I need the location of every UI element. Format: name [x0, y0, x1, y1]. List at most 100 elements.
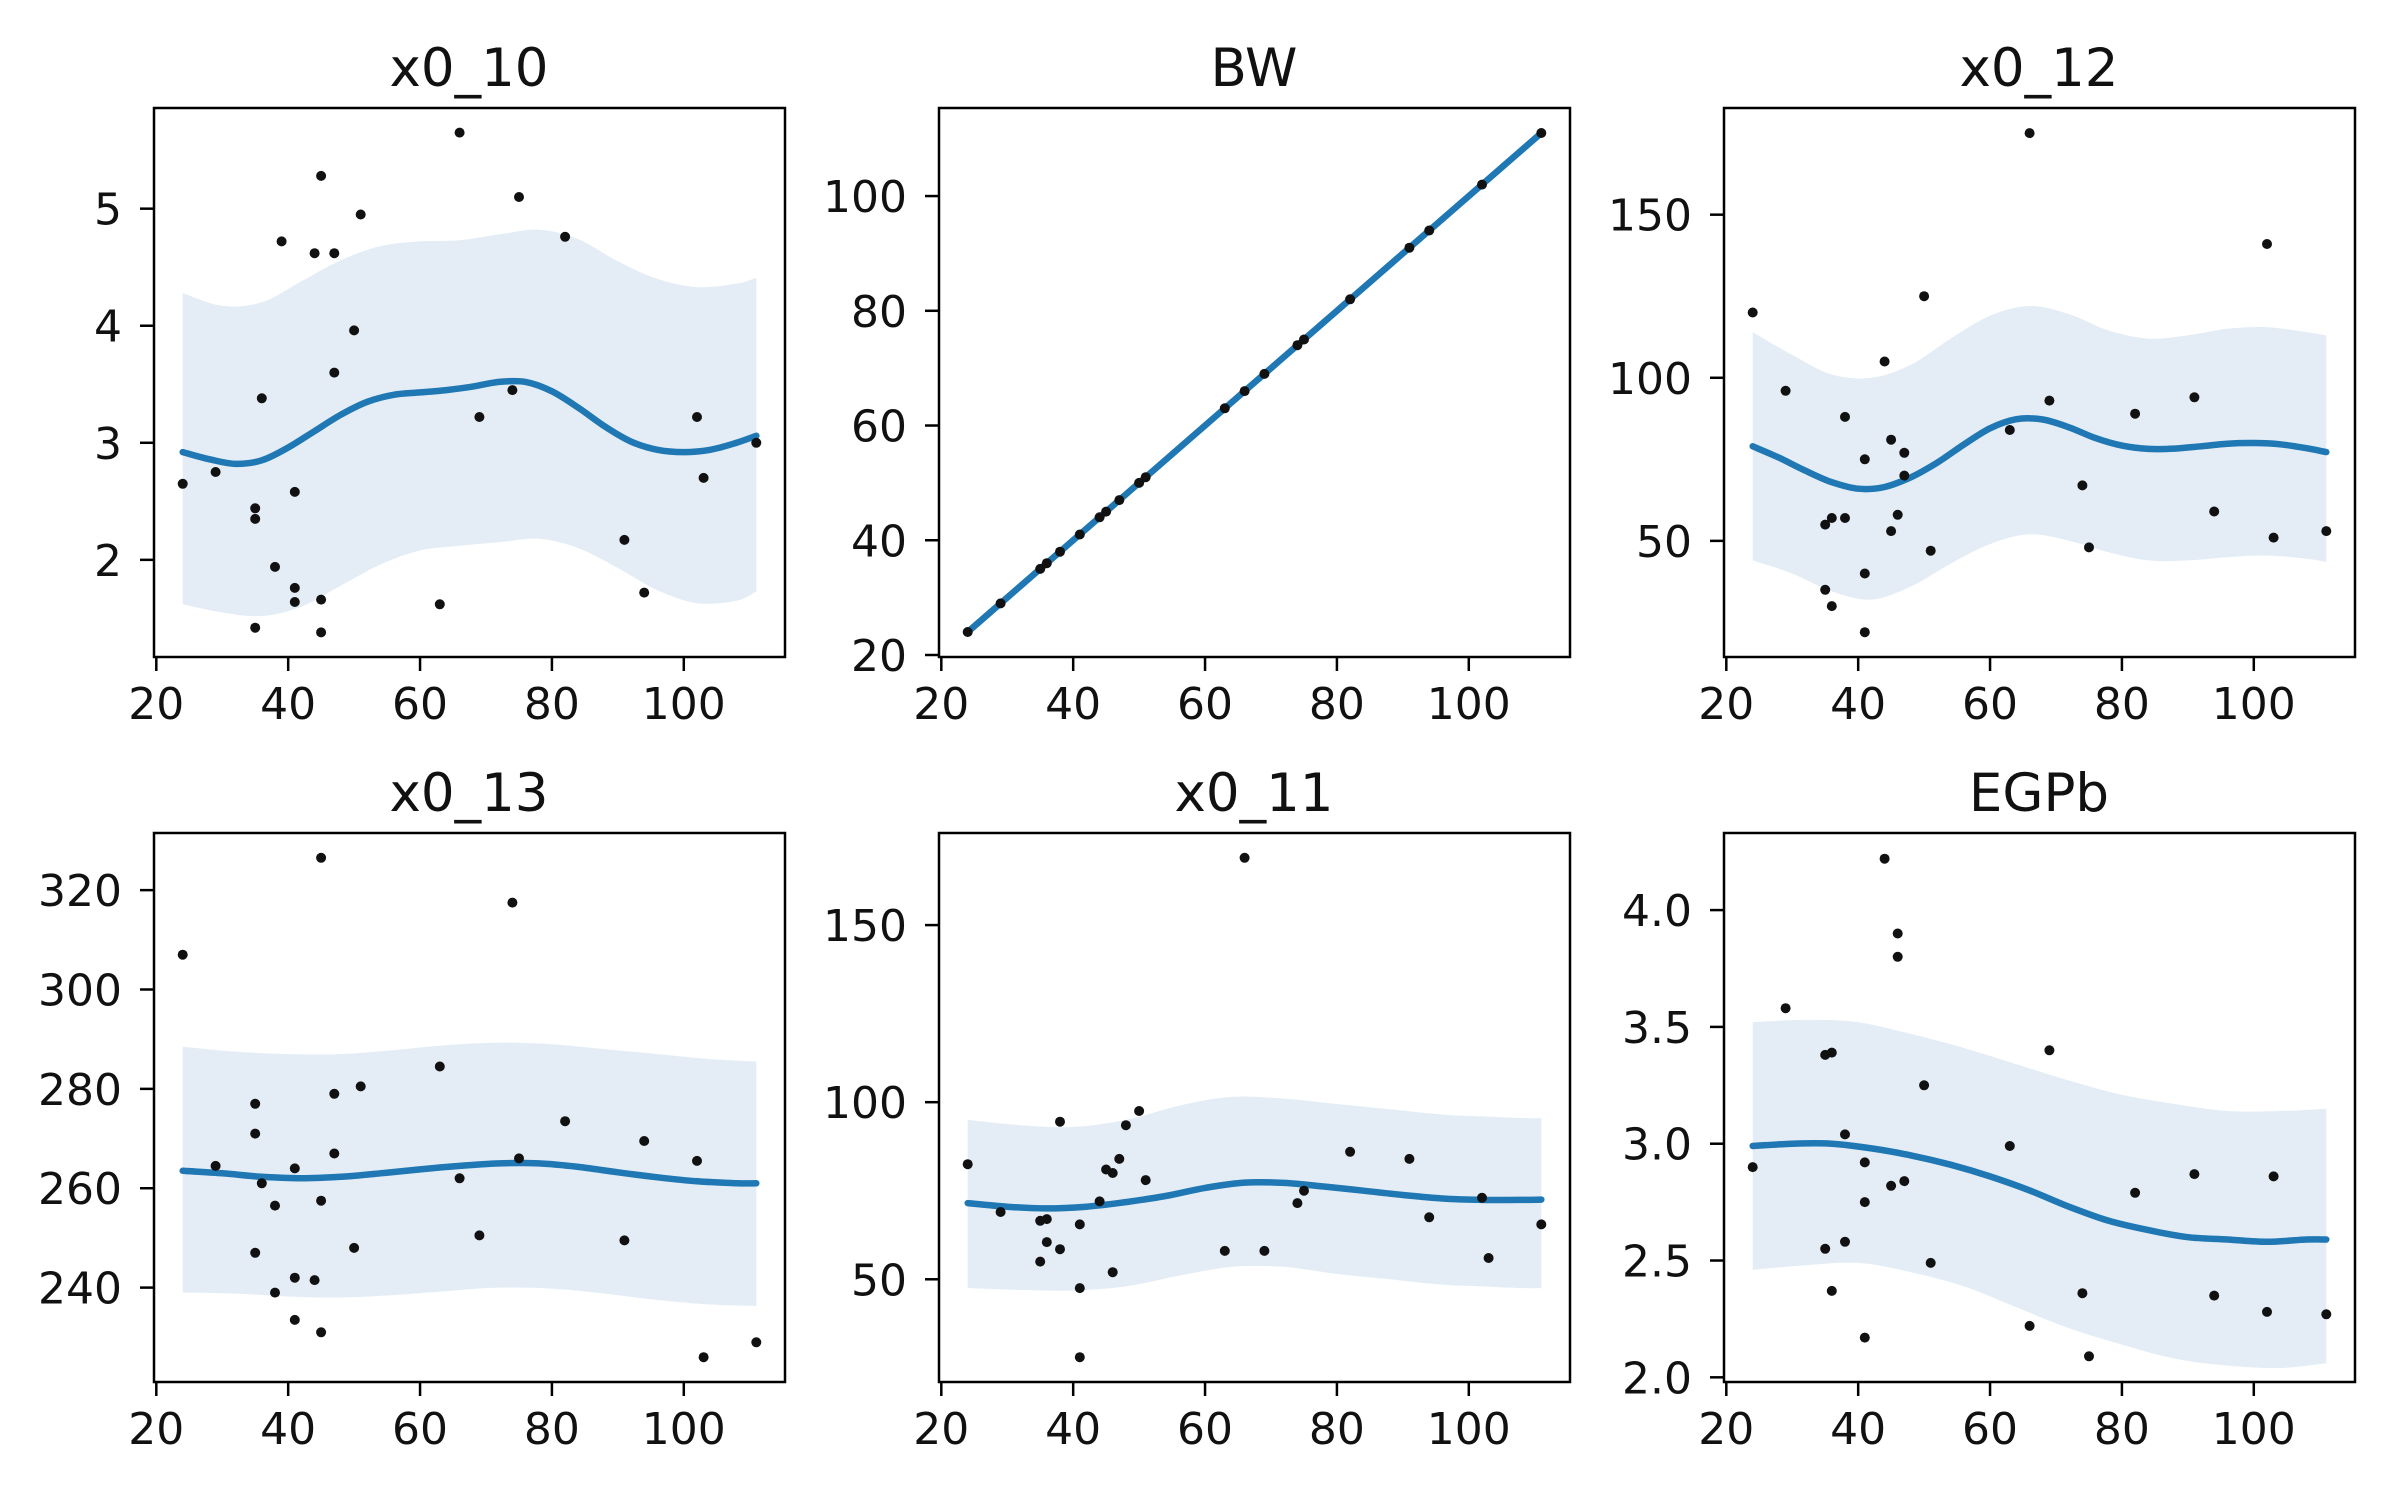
data-point [1101, 506, 1112, 517]
data-point [560, 231, 571, 242]
data-point [1239, 852, 1250, 863]
data-point [289, 1314, 300, 1325]
data-point [1041, 1214, 1052, 1225]
data-point [1292, 340, 1303, 351]
data-point [289, 486, 300, 497]
x-tick-label: 100 [1427, 679, 1511, 730]
plot-content-x0_10: 20 40 60 80 100 2 3 4 5 [94, 106, 787, 730]
data-point [962, 1159, 973, 1170]
plot-title-x0_13: x0_13 [389, 763, 548, 824]
data-point [1747, 1162, 1758, 1173]
data-point [1404, 1153, 1415, 1164]
data-point [309, 248, 320, 259]
data-point [1859, 1197, 1870, 1208]
data-point [289, 1163, 300, 1174]
data-point [1259, 368, 1270, 379]
data-point [1925, 545, 1936, 556]
data-point [1074, 1283, 1085, 1294]
y-tick-label: 5 [94, 185, 122, 236]
data-point [639, 1136, 650, 1146]
data-point [1840, 1129, 1850, 1140]
x-tick-label: 80 [2094, 1404, 2150, 1455]
data-point [1892, 951, 1903, 962]
data-point [1840, 513, 1850, 523]
data-point [1892, 928, 1903, 939]
data-point [995, 598, 1006, 609]
trend-line [1749, 1139, 2330, 1246]
x-tick-label: 60 [1962, 679, 2018, 730]
data-point [2189, 1169, 2200, 1180]
x-tick-label: 60 [392, 679, 448, 730]
data-point [2024, 128, 2035, 139]
x-tick-label: 80 [524, 679, 580, 730]
data-point [434, 599, 445, 610]
data-point [2189, 392, 2200, 403]
ci-band [182, 1042, 757, 1306]
data-point [250, 1247, 261, 1258]
y-tick-label: 100 [823, 1078, 907, 1129]
x-tick-label: 60 [392, 1404, 448, 1455]
x-tick-label: 80 [1309, 1404, 1365, 1455]
axes-box [937, 106, 1572, 659]
y-tick-label: 4.0 [1622, 886, 1692, 937]
data-point [349, 1242, 360, 1253]
x-tick-label: 40 [260, 1404, 316, 1455]
data-point [2268, 532, 2279, 543]
data-point [2130, 408, 2141, 419]
data-point [1292, 1198, 1303, 1209]
data-point [1035, 563, 1046, 574]
subplot-x0_13: x0_13 20 40 60 80 100 240 260 280 300 320 [24, 753, 830, 1460]
data-point [316, 1327, 327, 1338]
data-point [1919, 1080, 1930, 1091]
data-point [1886, 526, 1897, 537]
data-point [250, 513, 261, 524]
trend-line [179, 377, 760, 468]
y-tick-label: 150 [823, 901, 907, 952]
data-point [692, 1155, 702, 1166]
y-tick-label: 3.5 [1622, 1003, 1692, 1054]
plot-title-x0_10: x0_10 [389, 38, 548, 99]
data-point [1424, 1212, 1435, 1223]
y-tick-label: 3 [94, 419, 122, 470]
data-point [1820, 584, 1831, 595]
data-point [1747, 307, 1758, 318]
data-point [2262, 239, 2272, 249]
y-tick-label: 2.0 [1622, 1353, 1692, 1404]
x-tick-label: 20 [128, 1404, 184, 1455]
axes-box [1722, 106, 2357, 659]
x-tick-label: 80 [1309, 679, 1365, 730]
data-point [309, 1275, 320, 1286]
y-tick-label: 280 [38, 1065, 122, 1116]
data-point [1879, 356, 1890, 367]
data-point [270, 561, 280, 572]
x-tick-label: 40 [1045, 1404, 1101, 1455]
data-point [619, 534, 630, 545]
y-tick-label: 100 [1608, 354, 1692, 405]
x-tick-label: 60 [1177, 1404, 1233, 1455]
data-point [355, 209, 366, 220]
trend-line [1749, 415, 2330, 493]
data-point [316, 1195, 327, 1206]
data-point [1899, 1176, 1910, 1187]
y-tick-label: 300 [38, 966, 122, 1017]
y-tick-label: 150 [1608, 191, 1692, 242]
data-point [514, 1153, 524, 1164]
data-point [751, 437, 762, 448]
data-point [698, 472, 709, 483]
data-point [1840, 1236, 1850, 1247]
plot-content-x0_11: 20 40 60 80 100 50 100 150 [823, 831, 1572, 1455]
data-point [250, 1098, 261, 1109]
subplot-egpb: EGPb 20 40 60 80 100 2.0 2.5 3.0 3.5 4.0 [1594, 753, 2400, 1460]
data-point [474, 1230, 485, 1241]
axes-box [1722, 831, 2357, 1384]
data-point [2077, 480, 2088, 491]
data-point [289, 597, 300, 607]
data-point [474, 412, 485, 422]
data-point [256, 1178, 267, 1189]
x-tick-label: 40 [1045, 679, 1101, 730]
data-point [1404, 242, 1415, 253]
x-tick-label: 100 [642, 1404, 726, 1455]
x-tick-label: 80 [524, 1404, 580, 1455]
y-tick-label: 2.5 [1622, 1237, 1692, 1288]
